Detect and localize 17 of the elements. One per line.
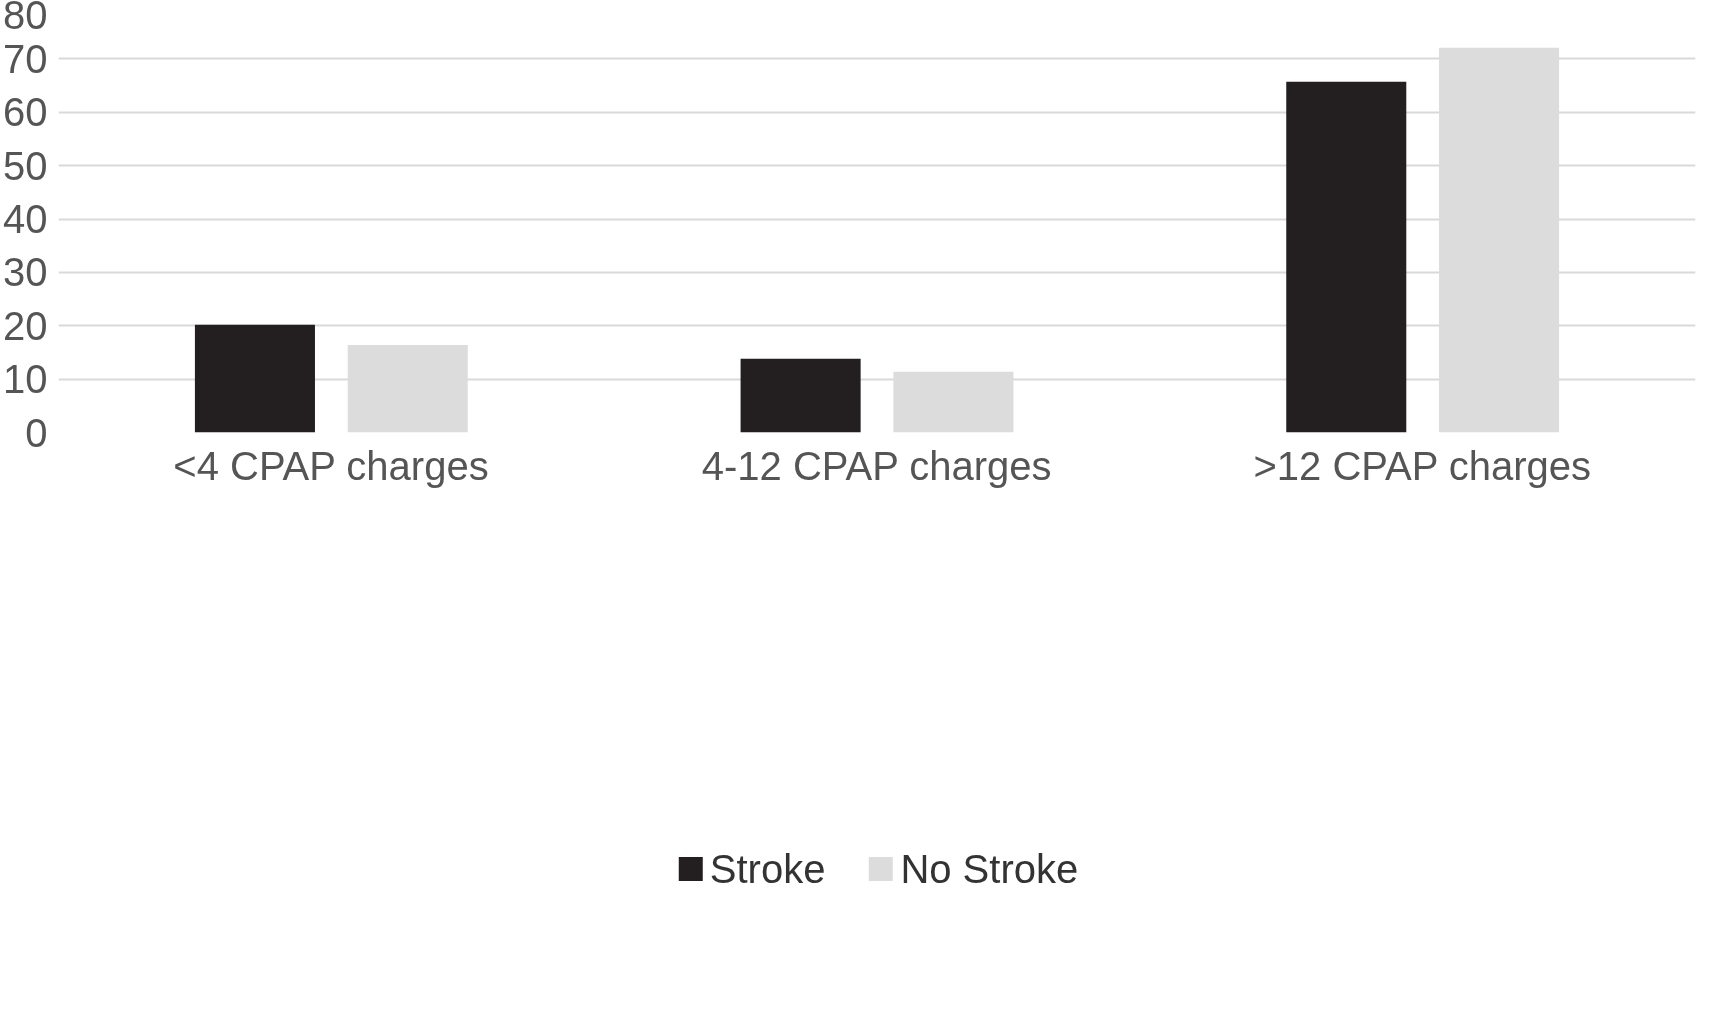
y-tick-label: 80 bbox=[3, 0, 48, 37]
x-tick-label: >12 CPAP charges bbox=[1253, 443, 1592, 488]
y-tick-label: 60 bbox=[3, 90, 48, 135]
y-tick-label: 30 bbox=[3, 250, 48, 295]
y-tick-label: 70 bbox=[3, 36, 48, 81]
y-tick-label: 20 bbox=[3, 303, 48, 348]
y-tick-label: 0 bbox=[25, 410, 48, 455]
legend-label: No Stroke bbox=[900, 846, 1079, 892]
y-tick-label: 40 bbox=[3, 197, 48, 241]
bar bbox=[1286, 81, 1407, 433]
y-tick-label: 10 bbox=[3, 357, 48, 402]
legend-label: Stroke bbox=[709, 846, 826, 892]
bar bbox=[194, 324, 315, 433]
x-tick-label: <4 CPAP charges bbox=[173, 443, 489, 488]
y-tick-label: 50 bbox=[3, 143, 48, 188]
x-tick-label: 4-12 CPAP charges bbox=[701, 443, 1052, 488]
bar bbox=[740, 358, 861, 433]
